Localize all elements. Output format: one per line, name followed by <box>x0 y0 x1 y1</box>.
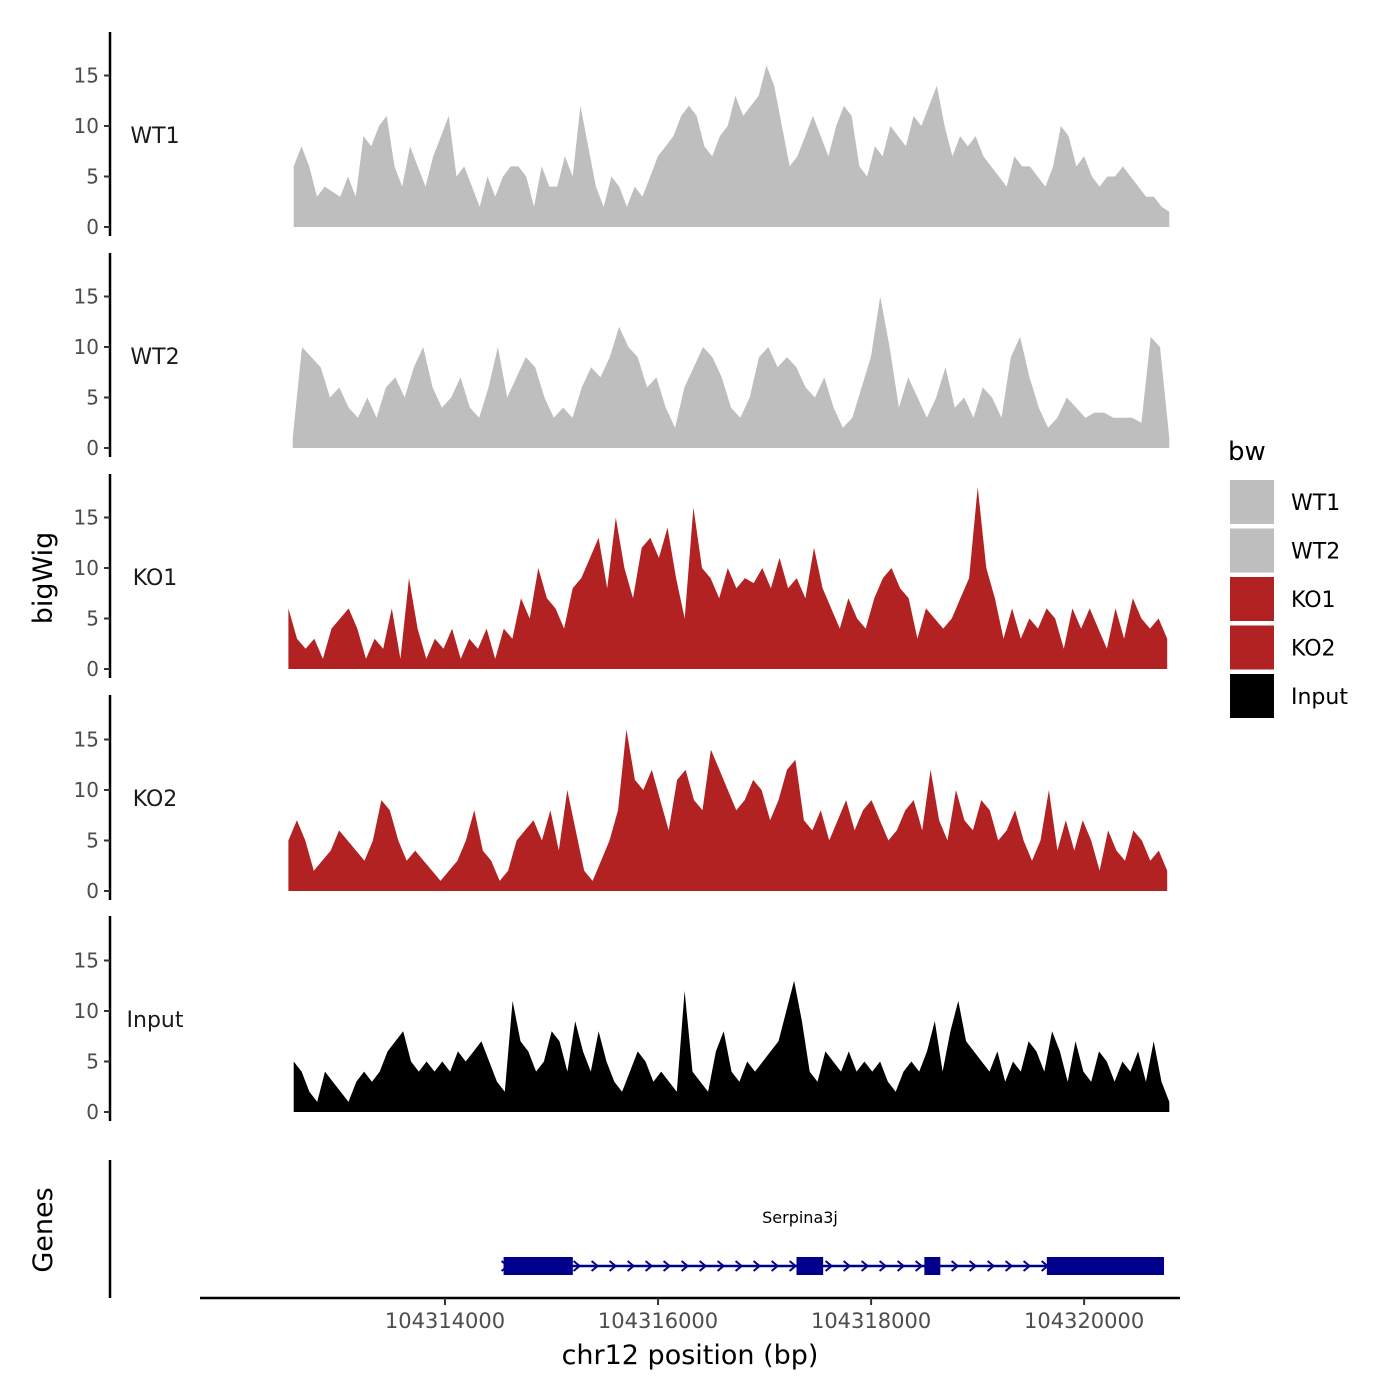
track-ko1: 0 5 10 15 KO1 <box>74 474 1168 681</box>
strand-arrow <box>626 1260 636 1272</box>
track-label-input: Input <box>127 1008 184 1033</box>
track-label-wt2: WT2 <box>130 345 179 370</box>
x-tick-label: 104316000 <box>598 1309 718 1333</box>
x-tick-label: 104314000 <box>385 1309 505 1333</box>
y-tick-label: 0 <box>86 657 99 681</box>
legend-title: bw <box>1228 437 1266 467</box>
track-wt2: 0 5 10 15 WT2 <box>74 253 1170 460</box>
x-axis: 104314000 104316000 104318000 104320000 <box>200 1296 1180 1333</box>
x-tick-label: 104318000 <box>811 1309 931 1333</box>
track-label-ko2: KO2 <box>133 787 178 812</box>
legend-swatch-wt1 <box>1230 480 1274 524</box>
gene-exon <box>796 1257 824 1275</box>
y-tick-label: 0 <box>86 1100 99 1124</box>
strand-arrow <box>986 1260 996 1272</box>
strand-arrow <box>590 1260 600 1272</box>
x-tick-label: 104320000 <box>1024 1309 1144 1333</box>
gene-track <box>108 1160 1165 1298</box>
gene-exon <box>1046 1257 1165 1275</box>
strand-arrow <box>608 1260 618 1272</box>
legend-swatch-wt2 <box>1230 528 1274 573</box>
y-tick-label: 15 <box>74 728 99 752</box>
strand-arrow <box>914 1260 924 1272</box>
coverage-area-ko2 <box>288 729 1168 891</box>
strand-arrow <box>878 1260 888 1272</box>
legend-swatch-input <box>1230 674 1274 718</box>
coverage-tracks: 0 5 10 15 WT1 0 5 10 15 WT2 0 5 10 15 KO1 0 5 10 15 KO2 0 5 10… <box>74 32 1170 1124</box>
genes-track-label: Genes <box>28 1187 59 1272</box>
strand-arrow <box>788 1260 798 1272</box>
track-wt1: 0 5 10 15 WT1 <box>74 32 1170 239</box>
legend-label-ko2: KO2 <box>1291 637 1336 662</box>
strand-arrow <box>680 1260 690 1272</box>
gene-exon <box>924 1257 941 1275</box>
y-tick-label: 15 <box>74 949 99 973</box>
strand-arrow <box>1004 1260 1014 1272</box>
legend-swatch-ko2 <box>1230 625 1274 670</box>
legend-swatch-ko1 <box>1230 577 1274 621</box>
strand-arrow <box>644 1260 654 1272</box>
legend-label-wt1: WT1 <box>1291 491 1340 516</box>
y-tick-label: 10 <box>74 778 99 802</box>
strand-arrow <box>1022 1260 1032 1272</box>
y-tick-label: 5 <box>86 607 99 631</box>
y-tick-label: 15 <box>74 506 99 530</box>
coverage-area-input <box>293 980 1170 1112</box>
y-tick-label: 15 <box>74 64 99 88</box>
y-tick-label: 0 <box>86 436 99 460</box>
gene-exon <box>503 1257 573 1275</box>
strand-arrow <box>860 1260 870 1272</box>
y-tick-label: 0 <box>86 879 99 903</box>
strand-arrow <box>698 1260 708 1272</box>
coverage-area-wt2 <box>292 296 1170 448</box>
strand-arrow <box>770 1260 780 1272</box>
strand-arrow <box>950 1260 960 1272</box>
y-tick-label: 10 <box>74 335 99 359</box>
y-tick-label: 5 <box>86 165 99 189</box>
y-tick-label: 5 <box>86 1050 99 1074</box>
strand-arrow <box>716 1260 726 1272</box>
gene-name-label: Serpina3j <box>762 1208 838 1227</box>
y-tick-label: 15 <box>74 285 99 309</box>
y-tick-label: 5 <box>86 386 99 410</box>
strand-arrow <box>968 1260 978 1272</box>
y-tick-label: 10 <box>74 556 99 580</box>
strand-arrow <box>896 1260 906 1272</box>
track-label-ko1: KO1 <box>133 566 178 591</box>
legend-label-ko1: KO1 <box>1291 588 1336 613</box>
track-input: 0 5 10 15 Input <box>74 916 1170 1124</box>
y-tick-label: 10 <box>74 999 99 1023</box>
y-tick-label: 5 <box>86 829 99 853</box>
track-label-wt1: WT1 <box>130 124 179 149</box>
y-tick-label: 10 <box>74 114 99 138</box>
strand-arrow <box>572 1260 582 1272</box>
strand-arrow <box>824 1260 834 1272</box>
strand-arrow <box>752 1260 762 1272</box>
legend-label-input: Input <box>1291 685 1348 710</box>
x-axis-label: chr12 position (bp) <box>562 1340 819 1371</box>
strand-arrow <box>842 1260 852 1272</box>
y-tick-label: 0 <box>86 215 99 239</box>
legend: WT1 WT2 KO1 KO2 Input <box>1230 480 1348 718</box>
coverage-area-wt1 <box>293 65 1170 228</box>
coverage-area-ko1 <box>288 487 1168 669</box>
track-ko2: 0 5 10 15 KO2 <box>74 695 1168 903</box>
strand-arrow <box>662 1260 672 1272</box>
strand-arrow <box>734 1260 744 1272</box>
legend-label-wt2: WT2 <box>1291 540 1340 565</box>
y-axis-label: bigWig <box>28 532 59 625</box>
